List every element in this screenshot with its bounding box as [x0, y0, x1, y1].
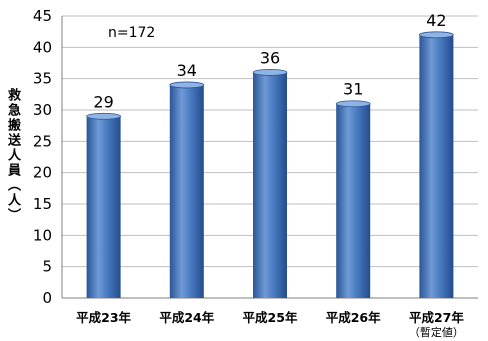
y-tick-label-4: 20 [33, 164, 52, 182]
bar-3 [335, 100, 371, 298]
category-labels: 平成23年 平成24年 平成25年 平成26年 平成27年（暫定値） [76, 310, 464, 339]
y-tick-label-0: 0 [42, 289, 52, 307]
category-sublabel-4: （暫定値） [409, 325, 464, 339]
y-tick-label-3: 15 [33, 195, 52, 213]
bar-2 [252, 69, 288, 299]
bar-cap-3 [335, 100, 371, 108]
category-label-1: 平成24年 [159, 310, 214, 325]
y-axis-label: 救急搬送人員（人） [5, 88, 20, 223]
category-label-3: 平成26年 [326, 310, 381, 325]
bar-body-4 [419, 34, 454, 299]
value-labels: 29 34 36 31 42 [93, 11, 446, 111]
bar-cap-2 [252, 69, 288, 76]
y-tick-label-1: 5 [42, 258, 52, 276]
value-label-3: 31 [343, 80, 363, 99]
y-tick-label-6: 30 [33, 101, 52, 119]
y-tick-label-5: 25 [33, 132, 52, 150]
bar-cap-0 [86, 112, 121, 120]
bar-cap-1 [169, 81, 205, 89]
y-tick-labels: 0 5 10 15 20 25 30 35 40 45 [33, 7, 52, 307]
category-label-0: 平成23年 [76, 310, 131, 325]
y-tick-label-9: 45 [33, 7, 52, 25]
bar-0 [86, 112, 121, 299]
value-label-4: 42 [426, 11, 446, 30]
bar-body-3 [336, 103, 371, 298]
bar-body-1 [169, 84, 204, 298]
bar-4 [418, 31, 454, 299]
bar-cap-4 [418, 31, 454, 39]
bar-body-2 [253, 72, 287, 299]
category-label-4: 平成27年 [409, 310, 464, 325]
bars [86, 31, 454, 299]
category-label-2: 平成25年 [243, 310, 298, 325]
bar-body-0 [86, 116, 121, 299]
sample-size-annotation: n=172 [108, 25, 155, 41]
y-tick-label-8: 40 [33, 38, 52, 56]
y-tick-label-2: 10 [33, 226, 52, 244]
value-label-0: 29 [93, 92, 113, 111]
value-label-2: 36 [260, 48, 280, 67]
value-label-1: 34 [177, 61, 197, 80]
y-tick-label-7: 35 [33, 70, 52, 88]
bar-1 [169, 81, 205, 298]
